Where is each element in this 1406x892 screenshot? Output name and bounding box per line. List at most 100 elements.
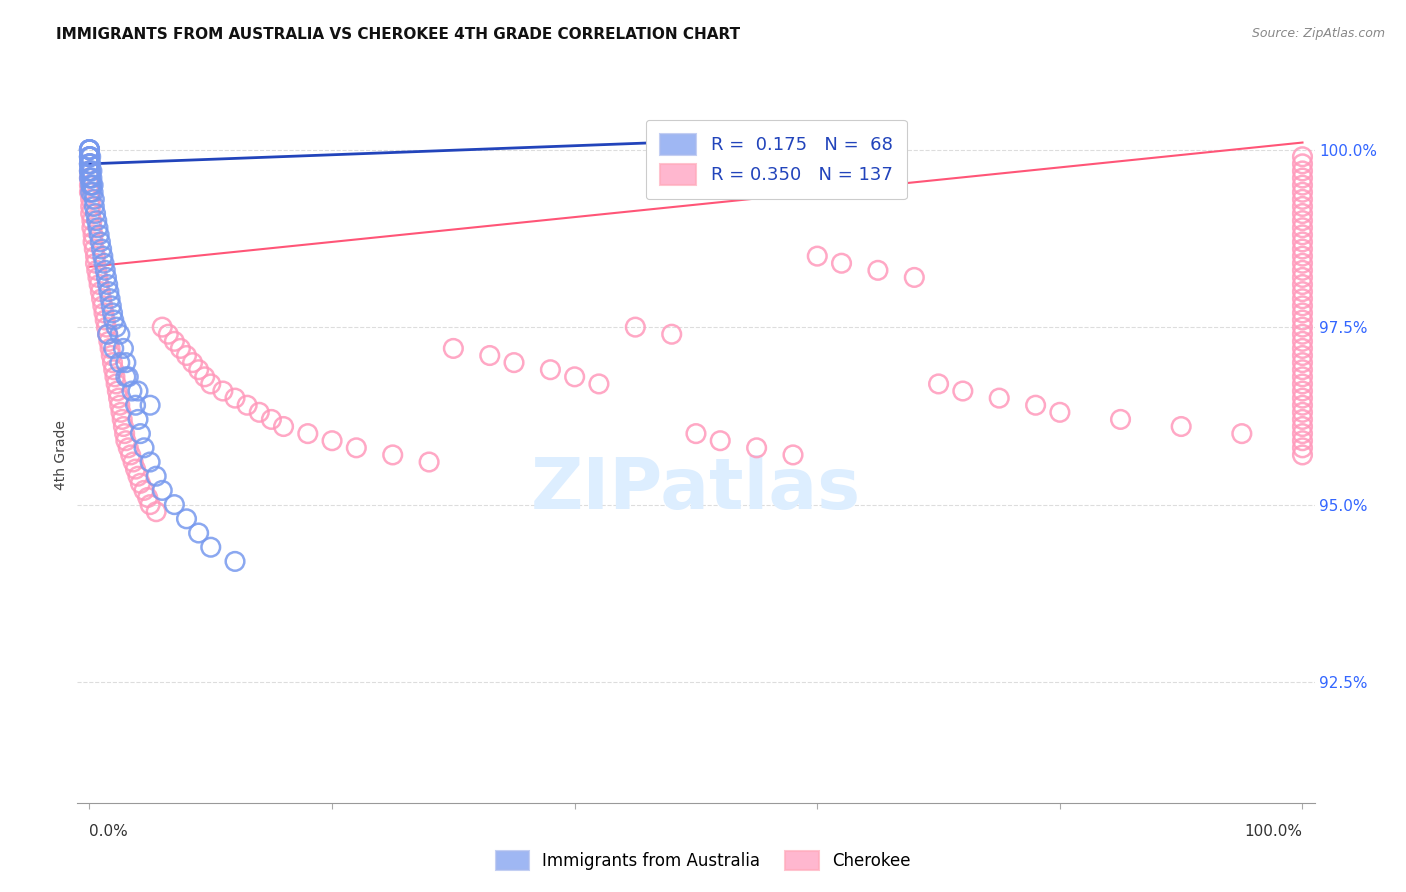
Point [100, 349, 122, 363]
Point [121, 384, 143, 398]
Point [79, 186, 101, 200]
Point [418, 455, 440, 469]
Point [503, 356, 526, 370]
Point [108, 398, 131, 412]
Point [1291, 362, 1313, 376]
Point [224, 391, 246, 405]
Point [120, 448, 142, 462]
Point [200, 540, 222, 554]
Point [97, 334, 120, 349]
Point [124, 398, 146, 412]
Point [1291, 199, 1313, 213]
Point [129, 476, 152, 491]
Point [150, 483, 173, 498]
Point [97, 277, 120, 292]
Point [101, 306, 124, 320]
Point [79, 143, 101, 157]
Point [97, 327, 120, 342]
Point [107, 391, 129, 405]
Point [89, 227, 111, 242]
Point [82, 235, 104, 249]
Point [1291, 227, 1313, 242]
Point [108, 356, 131, 370]
Point [952, 384, 974, 398]
Point [84, 249, 107, 263]
Point [100, 299, 122, 313]
Point [181, 356, 204, 370]
Point [93, 256, 115, 270]
Point [79, 171, 101, 186]
Point [903, 270, 925, 285]
Point [96, 320, 118, 334]
Point [112, 342, 135, 356]
Point [105, 376, 128, 391]
Point [381, 448, 404, 462]
Point [1291, 186, 1313, 200]
Point [1291, 426, 1313, 441]
Point [122, 455, 145, 469]
Point [1291, 327, 1313, 342]
Point [132, 441, 155, 455]
Point [129, 426, 152, 441]
Point [87, 220, 110, 235]
Point [297, 426, 319, 441]
Point [1291, 249, 1313, 263]
Point [1291, 441, 1313, 455]
Point [79, 143, 101, 157]
Point [80, 171, 103, 186]
Point [79, 150, 101, 164]
Point [79, 186, 101, 200]
Point [745, 441, 768, 455]
Point [709, 434, 731, 448]
Point [79, 171, 101, 186]
Point [79, 178, 101, 193]
Point [478, 349, 501, 363]
Point [928, 376, 950, 391]
Point [564, 369, 586, 384]
Point [1291, 448, 1313, 462]
Point [194, 369, 217, 384]
Point [176, 349, 198, 363]
Point [1291, 334, 1313, 349]
Point [115, 434, 138, 448]
Point [114, 426, 136, 441]
Point [1049, 405, 1071, 419]
Point [79, 150, 101, 164]
Point [93, 306, 115, 320]
Point [127, 412, 149, 426]
Point [79, 150, 101, 164]
Point [110, 405, 132, 419]
Point [1291, 263, 1313, 277]
Point [145, 469, 167, 483]
Point [82, 186, 104, 200]
Point [108, 327, 131, 342]
Point [79, 157, 101, 171]
Point [1291, 150, 1313, 164]
Point [1291, 342, 1313, 356]
Point [1291, 384, 1313, 398]
Point [1291, 391, 1313, 405]
Point [79, 206, 101, 220]
Point [831, 256, 853, 270]
Point [90, 242, 112, 256]
Point [1291, 349, 1313, 363]
Point [79, 192, 101, 206]
Point [1291, 157, 1313, 171]
Point [94, 263, 117, 277]
Point [1109, 412, 1132, 426]
Point [236, 398, 259, 412]
Point [97, 327, 120, 342]
Point [588, 376, 610, 391]
Point [1291, 434, 1313, 448]
Legend: Immigrants from Australia, Cherokee: Immigrants from Australia, Cherokee [488, 843, 918, 879]
Point [661, 327, 683, 342]
Point [685, 426, 707, 441]
Point [124, 462, 146, 476]
Point [98, 292, 121, 306]
Point [103, 313, 125, 327]
Point [1230, 426, 1253, 441]
Point [84, 256, 107, 270]
Point [247, 405, 270, 419]
Point [1291, 292, 1313, 306]
Point [1291, 376, 1313, 391]
